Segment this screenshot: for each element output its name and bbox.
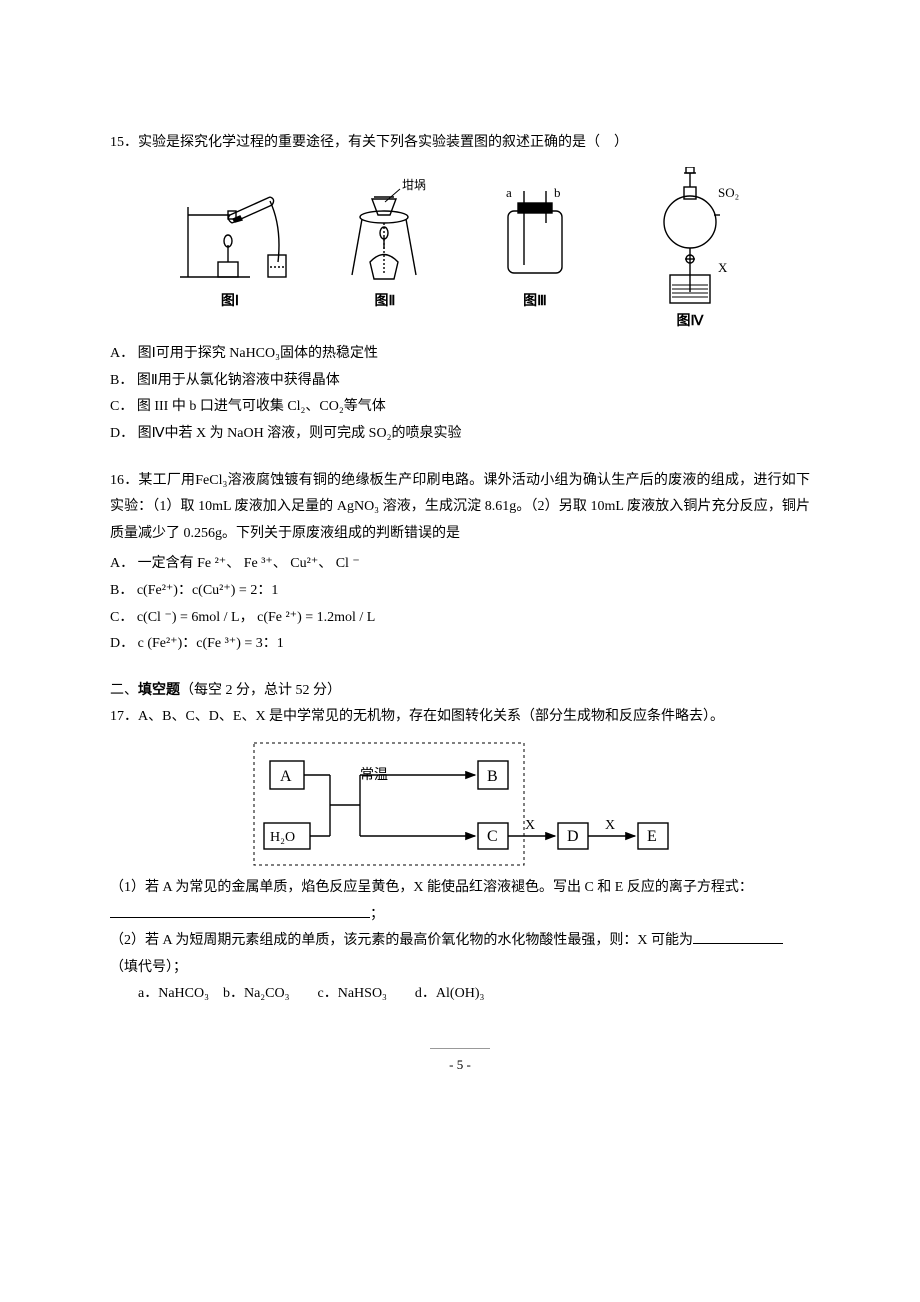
section-2-header: 二、填空题（每空 2 分，总计 52 分） [110,678,810,705]
figure-4-caption: 图Ⅳ [677,309,704,336]
figure-1: 图Ⅰ [170,167,290,336]
q15-stem: 15．实验是探究化学过程的重要途径，有关下列各实验装置图的叙述正确的是（ ） [110,130,810,157]
q15-option-b: B． 图Ⅱ用于从氯化钠溶液中获得晶体 [110,368,810,395]
q17-p1-text-b: ； [370,907,384,922]
q17-subopts: a．NaHCO₃ b．Na₂CO₃ c．NaHSO₃ d．Al(OH)₃ [110,981,810,1008]
svg-text:D: D [567,828,579,845]
q17-p1-text-a: （1）若 A 为常见的金属单质，焰色反应呈黄色，X 能使品红溶液褪色。写出 C … [110,880,753,895]
figure-3-caption: 图Ⅲ [523,289,547,316]
svg-text:X: X [525,818,535,833]
q17-p2-blank[interactable] [693,943,783,944]
so2-label: SO₂ [718,185,739,200]
q16-stem: 16．某工厂用FeCl₃溶液腐蚀镀有铜的绝缘板生产印刷电路。课外活动小组为确认生… [110,468,810,548]
q16-options: A． 一定含有 Fe ²⁺、 Fe ³⁺、 Cu²⁺、 Cl ⁻ B． c(Fe… [110,551,810,657]
crucible-label: 坩埚 [402,178,426,192]
q15-option-a: A． 图Ⅰ可用于探究 NaHCO₃固体的热稳定性 [110,341,810,368]
q17-part-2: （2）若 A 为短周期元素组成的单质，该元素的最高价氧化物的水化物酸性最强，则：… [110,928,810,981]
q17-flowchart: A H₂O 常温 B C [110,739,810,869]
svg-text:H₂O: H₂O [270,830,295,845]
figure-3: a b 图Ⅲ [480,167,590,336]
q15-options: A． 图Ⅰ可用于探究 NaHCO₃固体的热稳定性 B． 图Ⅱ用于从氯化钠溶液中获… [110,341,810,447]
q17-p2-text-a: （2）若 A 为短周期元素组成的单质，该元素的最高价氧化物的水化物酸性最强，则：… [110,933,693,948]
svg-text:X: X [605,818,615,833]
svg-text:E: E [647,828,657,845]
q16-option-a: A． 一定含有 Fe ²⁺、 Fe ³⁺、 Cu²⁺、 Cl ⁻ [110,551,810,578]
figure-2: 坩埚 图Ⅱ [330,167,440,336]
q17-part-1: （1）若 A 为常见的金属单质，焰色反应呈黄色，X 能使品红溶液褪色。写出 C … [110,875,810,928]
svg-text:B: B [487,768,498,785]
x-label: X [718,260,728,275]
page-footer: - 5 - [430,1048,490,1078]
q17-p1-blank[interactable] [110,917,370,918]
q17-stem: 17．A、B、C、D、E、X 是中学常见的无机物，存在如图转化关系（部分生成物和… [110,704,810,731]
q17-p2-text-b: （填代号）； [110,960,187,975]
question-15: 15．实验是探究化学过程的重要途径，有关下列各实验装置图的叙述正确的是（ ） [110,130,810,448]
svg-text:C: C [487,828,498,845]
q15-figures: 图Ⅰ 坩埚 [110,167,810,336]
q16-option-c: C． c(Cl ⁻) = 6mol / L， c(Fe ²⁺) = 1.2mol… [110,605,810,632]
figure-2-caption: 图Ⅱ [375,289,396,316]
figure-4: SO₂ X [630,167,750,336]
figure-1-caption: 图Ⅰ [221,289,239,316]
q15-option-d: D． 图Ⅳ中若 X 为 NaOH 溶液，则可完成 SO₂的喷泉实验 [110,421,810,448]
q16-option-b: B． c(Fe²⁺)：c(Cu²⁺) = 2：1 [110,578,810,605]
port-a-label: a [506,185,512,200]
question-16: 16．某工厂用FeCl₃溶液腐蚀镀有铜的绝缘板生产印刷电路。课外活动小组为确认生… [110,468,810,658]
question-17: 17．A、B、C、D、E、X 是中学常见的无机物，存在如图转化关系（部分生成物和… [110,704,810,1008]
svg-text:A: A [280,768,292,785]
q16-option-d: D． c (Fe²⁺)：c(Fe ³⁺) = 3：1 [110,631,810,658]
port-b-label: b [554,185,561,200]
section-2-title: 二、填空题（每空 2 分，总计 52 分） [110,683,341,698]
q15-option-c: C． 图 III 中 b 口进气可收集 Cl₂、CO₂等气体 [110,394,810,421]
